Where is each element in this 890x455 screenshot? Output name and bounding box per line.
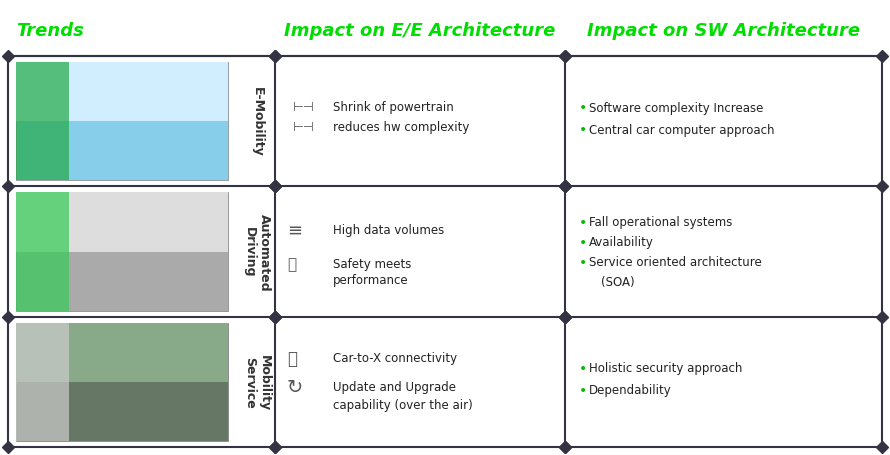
Bar [8, 57, 882, 447]
Text: •: • [579, 383, 587, 397]
Text: Central car computer approach: Central car computer approach [589, 123, 774, 136]
Text: ⛨: ⛨ [287, 257, 296, 271]
Text: reduces hw complexity: reduces hw complexity [333, 121, 469, 133]
Text: Car-to-X connectivity: Car-to-X connectivity [333, 352, 457, 364]
Text: ⛅: ⛅ [287, 349, 297, 367]
Bar [16, 193, 228, 311]
Text: (SOA): (SOA) [601, 275, 635, 288]
Bar [16, 63, 228, 122]
Text: Service oriented architecture: Service oriented architecture [589, 255, 762, 268]
Text: •: • [579, 361, 587, 375]
Text: •: • [579, 215, 587, 229]
Text: Mobility
Service: Mobility Service [243, 354, 271, 410]
Bar [16, 323, 228, 382]
Text: Update and Upgrade: Update and Upgrade [333, 380, 456, 394]
Text: ≡: ≡ [287, 221, 302, 239]
Text: Fall operational systems: Fall operational systems [589, 216, 732, 228]
Text: Impact on E/E Architecture: Impact on E/E Architecture [284, 22, 555, 40]
Text: ⊢⊣: ⊢⊣ [293, 121, 315, 133]
Bar [16, 63, 69, 181]
Text: Shrink of powertrain: Shrink of powertrain [333, 101, 454, 113]
Text: Impact on SW Architecture: Impact on SW Architecture [587, 22, 860, 40]
Text: Safety meets: Safety meets [333, 258, 411, 270]
Bar [16, 193, 228, 252]
Text: •: • [579, 101, 587, 115]
Bar [16, 323, 69, 441]
Text: performance: performance [333, 273, 409, 286]
Text: •: • [579, 123, 587, 137]
Text: Availability: Availability [589, 236, 654, 248]
Text: Software complexity Increase: Software complexity Increase [589, 101, 764, 114]
Bar [16, 193, 69, 311]
Text: Automated
Driving: Automated Driving [243, 213, 271, 291]
Text: Dependability: Dependability [589, 384, 672, 396]
Text: Trends: Trends [16, 22, 84, 40]
Text: ⊢⊣: ⊢⊣ [293, 101, 315, 113]
Text: •: • [579, 255, 587, 269]
Bar [16, 323, 228, 441]
Text: High data volumes: High data volumes [333, 223, 444, 237]
Text: •: • [579, 235, 587, 249]
Text: ↻: ↻ [287, 378, 303, 396]
Text: capability (over the air): capability (over the air) [333, 399, 473, 411]
Text: Holistic security approach: Holistic security approach [589, 362, 742, 374]
Text: E-Mobility: E-Mobility [250, 87, 263, 157]
Bar [16, 63, 228, 181]
